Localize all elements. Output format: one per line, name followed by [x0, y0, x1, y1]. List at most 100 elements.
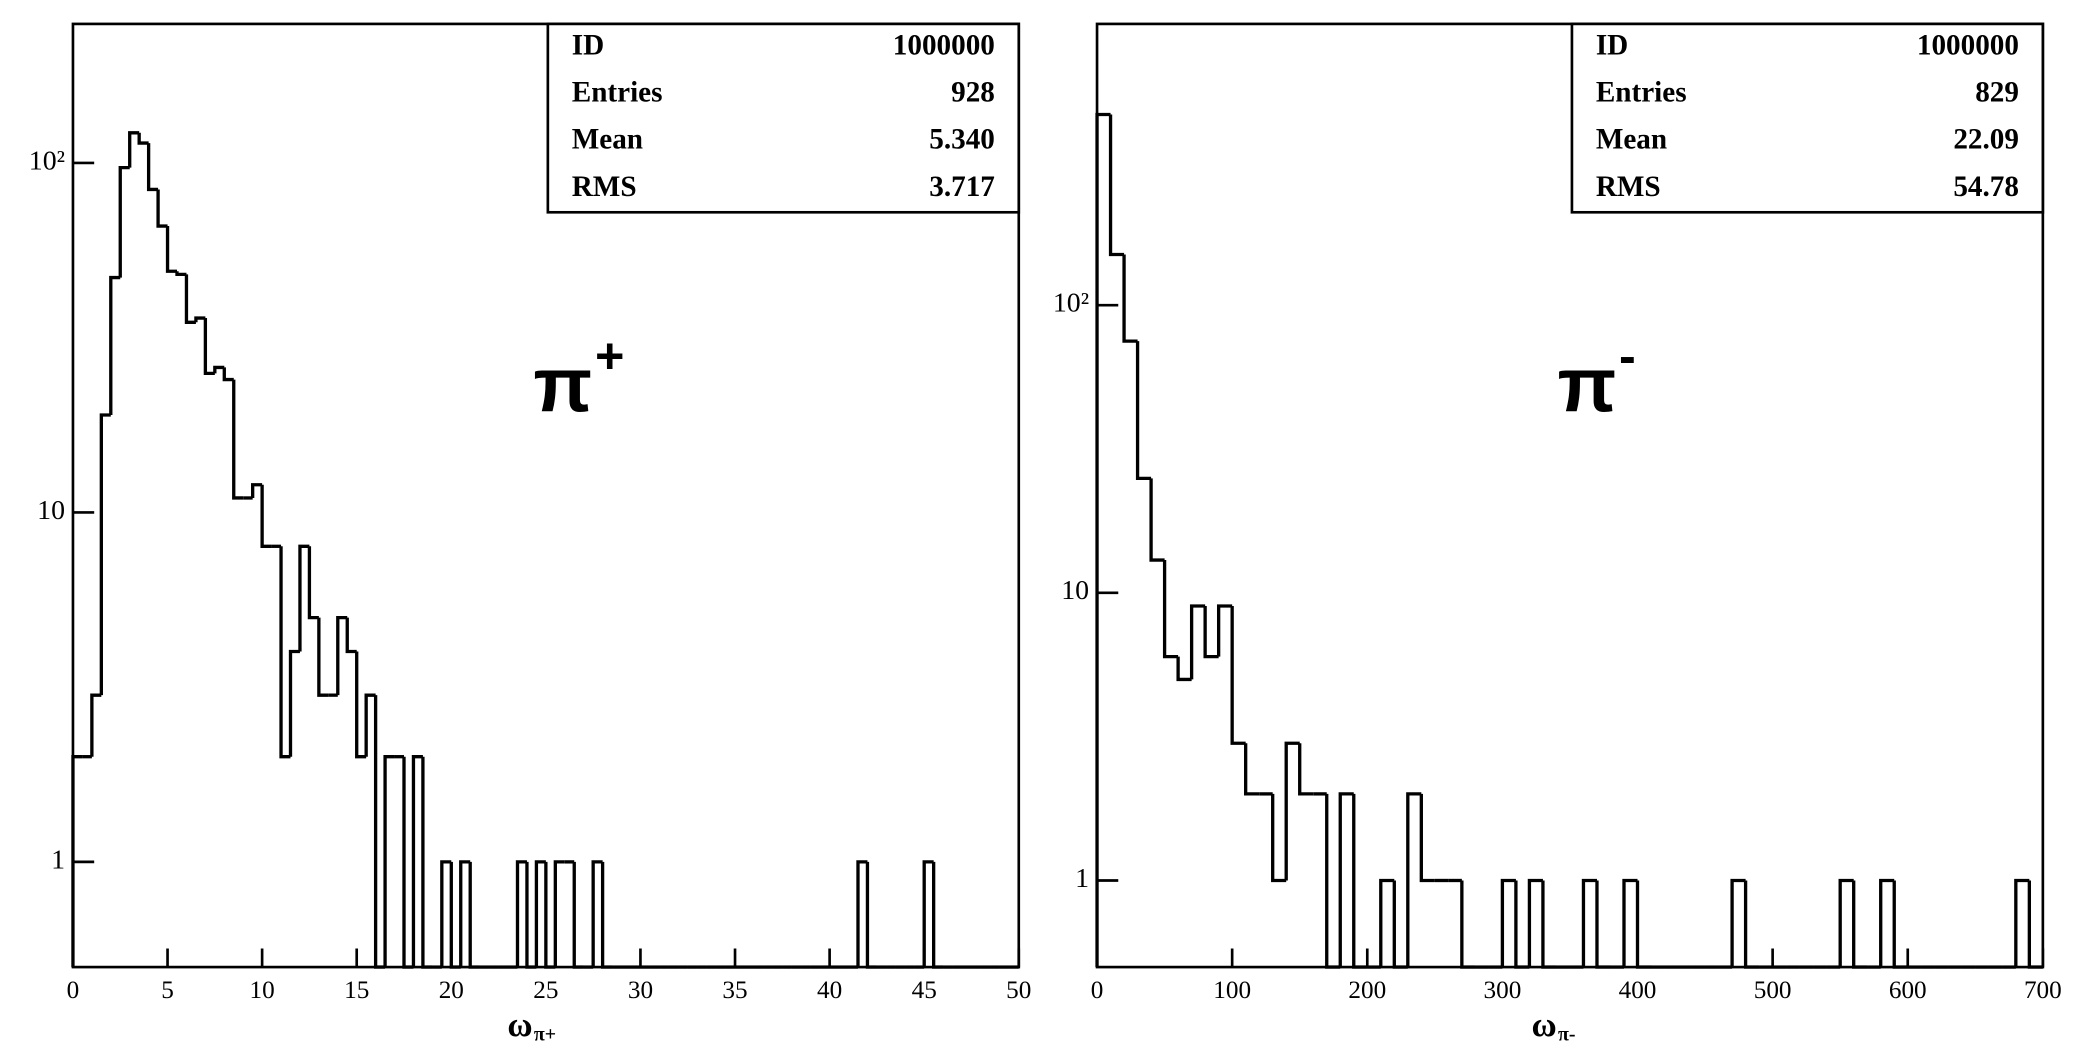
- histogram-bin: [1149, 478, 1165, 562]
- histogram-bin: [251, 483, 263, 498]
- x-tick-label: 50: [1006, 977, 1031, 1004]
- stats-value: 22.09: [1953, 124, 2019, 156]
- stats-value: 928: [951, 77, 995, 109]
- particle-charge: -: [1619, 327, 1636, 384]
- histogram-bin: [1284, 741, 1300, 881]
- x-tick-label: 10: [250, 977, 275, 1004]
- histogram-bin: [1460, 880, 1476, 969]
- histogram-bin: [175, 271, 187, 277]
- histogram-bin: [1135, 341, 1152, 481]
- stats-box: [546, 22, 1021, 214]
- histogram-bin: [1298, 743, 1314, 796]
- histogram-bin: [137, 132, 149, 145]
- histogram-bin: [1325, 793, 1341, 969]
- histogram-bin: [1419, 793, 1435, 883]
- histogram-bin: [515, 860, 527, 968]
- histogram-bin: [99, 413, 111, 696]
- histogram-bin: [1541, 880, 1557, 969]
- x-axis-label-sub: π+: [534, 1024, 556, 1046]
- x-axis-label: ω: [1531, 1006, 1556, 1044]
- stats-value: 829: [1975, 77, 2019, 109]
- y-tick-label: 10: [1061, 575, 1089, 606]
- histogram-bin: [2027, 880, 2043, 969]
- histogram-bin: [1162, 560, 1179, 659]
- histogram-bin: [411, 755, 423, 968]
- histogram-bin: [1838, 878, 1854, 968]
- histogram-bin: [468, 861, 480, 969]
- stats-name: Mean: [1596, 124, 1667, 156]
- histogram-bin: [222, 367, 234, 382]
- histogram-bin: [1244, 743, 1260, 796]
- x-tick-label: 20: [439, 977, 464, 1004]
- histogram-bin: [364, 693, 376, 757]
- x-tick-label: 30: [628, 977, 653, 1004]
- histogram-bin: [572, 861, 584, 969]
- y-tick-label: 10²: [1053, 288, 1089, 319]
- stats-name: Entries: [572, 77, 663, 109]
- x-tick-label: 5: [161, 977, 174, 1004]
- x-tick-label: 500: [1754, 977, 1792, 1004]
- histogram-bin: [931, 861, 944, 969]
- stats-name: ID: [572, 29, 604, 61]
- histogram-bin: [1352, 793, 1368, 969]
- y-tick-label: 1: [51, 844, 65, 875]
- histogram-bin: [1230, 605, 1246, 745]
- histogram-bin: [1892, 880, 1908, 969]
- stats-value: 1000000: [893, 29, 995, 61]
- x-tick-label: 700: [2024, 977, 2062, 1004]
- x-tick-label: 35: [722, 977, 747, 1004]
- histogram-bin: [146, 143, 159, 192]
- histogram-bin: [1527, 878, 1543, 968]
- histogram-bin: [90, 693, 102, 757]
- histogram-bin: [288, 649, 300, 757]
- histogram-bin: [128, 131, 140, 168]
- histogram-bin: [1203, 605, 1219, 659]
- histogram-bin: [165, 226, 177, 273]
- histogram-bin: [449, 861, 461, 969]
- histogram-bin: [2014, 878, 2030, 968]
- histogram-bin: [1581, 878, 1597, 968]
- histogram-bin: [600, 861, 613, 969]
- histogram-bin: [856, 860, 868, 968]
- histogram-bin: [373, 695, 386, 969]
- histogram-bin: [355, 651, 367, 759]
- histogram-bin: [1122, 254, 1138, 343]
- histogram-bin: [553, 860, 565, 968]
- x-tick-label: 0: [1091, 977, 1104, 1004]
- y-tick-label: 10²: [29, 145, 65, 176]
- x-tick-label: 100: [1213, 977, 1251, 1004]
- histogram-bin: [1271, 793, 1287, 883]
- histogram-bin: [71, 755, 83, 968]
- particle-charge: +: [595, 327, 624, 384]
- histogram-bin: [1176, 656, 1192, 682]
- stats-name: RMS: [1596, 171, 1661, 203]
- histogram-bin: [383, 755, 395, 968]
- histogram-bin: [118, 165, 130, 278]
- histogram-bin: [459, 860, 471, 968]
- histogram-bin: [421, 756, 433, 969]
- histogram-bin: [1406, 792, 1422, 968]
- histogram-bin: [336, 615, 348, 696]
- histogram-bin: [1595, 880, 1611, 969]
- particle-symbol: π: [1557, 343, 1616, 429]
- histogram-bin: [1622, 878, 1638, 968]
- y-tick-label: 1: [1075, 863, 1089, 894]
- histogram-bin: [184, 274, 196, 324]
- histogram-bin: [544, 861, 556, 969]
- x-tick-label: 0: [67, 977, 80, 1004]
- x-tick-label: 600: [1889, 977, 1927, 1004]
- x-tick-label: 15: [344, 977, 369, 1004]
- histogram-bin: [156, 189, 168, 228]
- stats-value: 1000000: [1917, 29, 2019, 61]
- histogram-bin: [534, 860, 546, 968]
- x-axis-label: ω: [507, 1006, 532, 1044]
- histogram-bin: [345, 617, 357, 654]
- x-tick-label: 45: [912, 977, 937, 1004]
- stats-value: 3.717: [929, 171, 995, 203]
- x-axis-label-sub: π-: [1558, 1024, 1576, 1046]
- stats-value: 5.340: [929, 124, 995, 156]
- histogram-bin: [194, 316, 206, 323]
- histogram-bin: [865, 861, 877, 969]
- histogram-bin: [1743, 880, 1760, 969]
- histogram-bin: [1500, 878, 1516, 968]
